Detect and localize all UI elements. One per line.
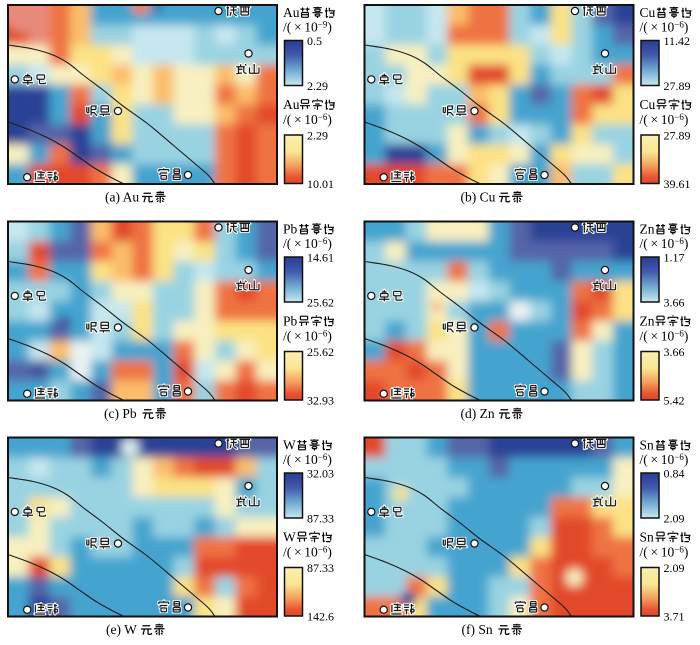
svg-text:(c) Pb: (c) Pb — [104, 406, 137, 421]
svg-text:(b) Cu: (b) Cu — [461, 190, 496, 205]
svg-text:39.61: 39.61 — [664, 177, 691, 191]
svg-text:Pb: Pb — [283, 314, 298, 329]
svg-text:Zn: Zn — [640, 314, 655, 329]
svg-text:25.62: 25.62 — [307, 345, 334, 359]
svg-text:Pb: Pb — [283, 222, 298, 237]
svg-text:27.89: 27.89 — [664, 129, 691, 143]
svg-text:2.29: 2.29 — [307, 129, 328, 143]
svg-text:W: W — [283, 530, 296, 545]
svg-text:Zn: Zn — [640, 222, 655, 237]
svg-text:27.89: 27.89 — [664, 79, 691, 93]
svg-text:14.61: 14.61 — [307, 251, 334, 265]
svg-text:(a) Au: (a) Au — [105, 190, 139, 205]
svg-text:Au: Au — [283, 5, 300, 20]
svg-text:2.29: 2.29 — [307, 79, 328, 93]
svg-text:1.17: 1.17 — [664, 251, 685, 265]
svg-text:Cu: Cu — [640, 5, 656, 20]
svg-text:Au: Au — [283, 97, 300, 112]
svg-text:2.09: 2.09 — [664, 512, 685, 526]
svg-text:87.33: 87.33 — [307, 512, 334, 526]
svg-text:(e) W: (e) W — [106, 622, 137, 637]
svg-text:(d) Zn: (d) Zn — [461, 406, 495, 421]
svg-text:3.66: 3.66 — [664, 345, 685, 359]
svg-text:10.01: 10.01 — [307, 177, 334, 191]
svg-text:Sn: Sn — [640, 530, 655, 545]
svg-text:25.62: 25.62 — [307, 296, 334, 310]
svg-text:(f) Sn: (f) Sn — [462, 622, 493, 637]
svg-text:0.84: 0.84 — [664, 467, 685, 481]
svg-text:Cu: Cu — [640, 97, 656, 112]
svg-text:32.03: 32.03 — [307, 467, 334, 481]
svg-text:142.6: 142.6 — [307, 610, 334, 624]
svg-text:32.93: 32.93 — [307, 394, 334, 408]
svg-text:3.71: 3.71 — [664, 610, 685, 624]
svg-text:W: W — [283, 438, 296, 453]
svg-text:11.42: 11.42 — [664, 34, 691, 48]
svg-text:2.09: 2.09 — [664, 561, 685, 575]
svg-text:3.66: 3.66 — [664, 296, 685, 310]
svg-text:0.5: 0.5 — [307, 34, 322, 48]
svg-text:5.42: 5.42 — [664, 394, 685, 408]
svg-text:Sn: Sn — [640, 438, 655, 453]
svg-text:87.33: 87.33 — [307, 561, 334, 575]
